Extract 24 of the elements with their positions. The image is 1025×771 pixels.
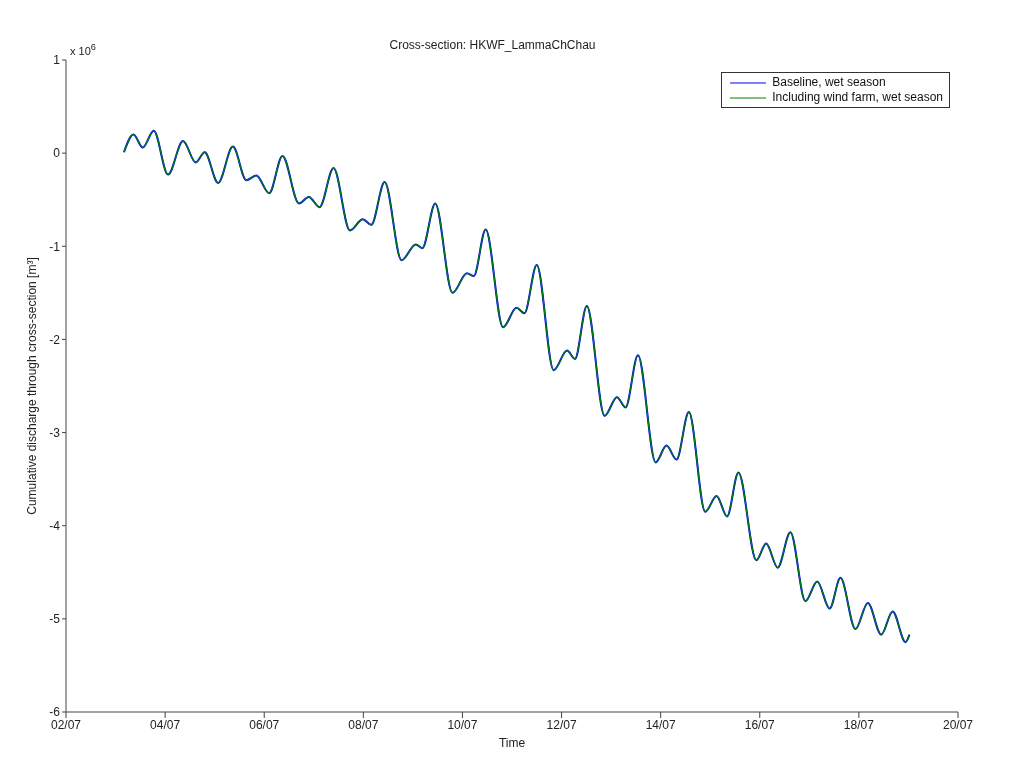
x-tick-label: 06/07 (249, 717, 280, 732)
x-tick-label: 12/07 (546, 717, 577, 732)
y-tick-label: -4 (49, 518, 61, 533)
x-tick-label: 04/07 (150, 717, 181, 732)
y-tick-label: -3 (49, 425, 61, 440)
legend-label: Including wind farm, wet season (772, 90, 943, 105)
y-tick-label: -1 (49, 239, 61, 254)
chart-title: Cross-section: HKWF_LammaChChau (389, 38, 596, 52)
legend-label: Baseline, wet season (772, 75, 886, 90)
y-tick-label: 1 (53, 53, 61, 68)
x-tick-label: 08/07 (348, 717, 379, 732)
y-axis-title: Cumulative discharge through cross-section [m³] (25, 257, 39, 515)
x-tick-label: 20/07 (942, 717, 974, 732)
x-tick-label: 14/07 (645, 717, 677, 732)
text: x 10$^{6}$ (70, 42, 96, 57)
x-tick-label: 10/07 (447, 717, 478, 732)
y-tick-label: -5 (49, 612, 61, 627)
y-tick-label: 0 (53, 146, 61, 161)
y-tick-label: -6 (49, 705, 61, 720)
x-axis-title: Time (498, 736, 526, 750)
y-tick-label: -2 (49, 332, 61, 347)
x-tick-label: 02/07 (50, 717, 82, 732)
x-tick-label: 18/07 (843, 717, 875, 732)
x-tick-label: 16/07 (744, 717, 776, 732)
